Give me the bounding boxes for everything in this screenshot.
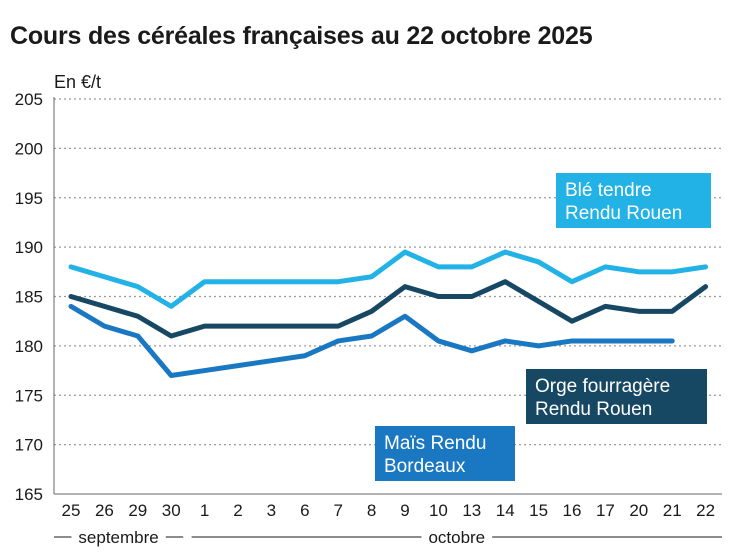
x-tick-label: 21 [663,501,682,520]
x-tick-label: 30 [162,501,181,520]
y-tick-label: 165 [15,485,43,504]
x-tick-label: 2 [233,501,242,520]
x-tick-label: 29 [128,501,147,520]
y-tick-label: 190 [15,238,43,257]
series-label-text: Maïs Rendu [384,433,486,454]
y-tick-label: 180 [15,337,43,356]
month-label: septembre [78,528,158,547]
series-label-box [375,426,515,481]
x-tick-label: 3 [267,501,276,520]
y-tick-label: 200 [15,139,43,158]
y-axis-unit-label: En €/t [54,72,102,92]
series-line-0 [68,249,709,309]
series-label-box [526,369,707,424]
series-label-text: Rendu Rouen [535,399,652,420]
series-line-2 [68,303,675,378]
x-tick-label: 22 [696,501,715,520]
x-tick-label: 25 [62,501,81,520]
series-label-text: Bordeaux [384,456,466,477]
x-tick-label: 8 [367,501,376,520]
x-tick-label: 13 [462,501,481,520]
y-tick-label: 195 [15,189,43,208]
series-label-text: Orge fourragère [535,376,670,397]
x-tick-label: 1 [200,501,209,520]
x-tick-label: 14 [496,501,515,520]
y-tick-label: 170 [15,436,43,455]
chart-title: Cours des céréales françaises au 22 octo… [10,22,593,50]
series-line-1 [68,279,709,339]
series-label-box [556,173,711,228]
series-label-text: Rendu Rouen [565,203,682,224]
x-tick-label: 20 [629,501,648,520]
y-tick-label: 185 [15,288,43,307]
month-label: octobre [428,528,485,547]
x-tick-label: 9 [400,501,409,520]
y-tick-label: 205 [15,90,43,109]
y-tick-label: 175 [15,386,43,405]
x-tick-label: 7 [333,501,342,520]
x-tick-label: 16 [563,501,582,520]
series-label-text: Blé tendre [565,180,652,201]
x-tick-label: 17 [596,501,615,520]
x-tick-label: 26 [95,501,114,520]
x-tick-label: 10 [429,501,448,520]
x-tick-label: 15 [529,501,548,520]
x-tick-label: 6 [300,501,309,520]
